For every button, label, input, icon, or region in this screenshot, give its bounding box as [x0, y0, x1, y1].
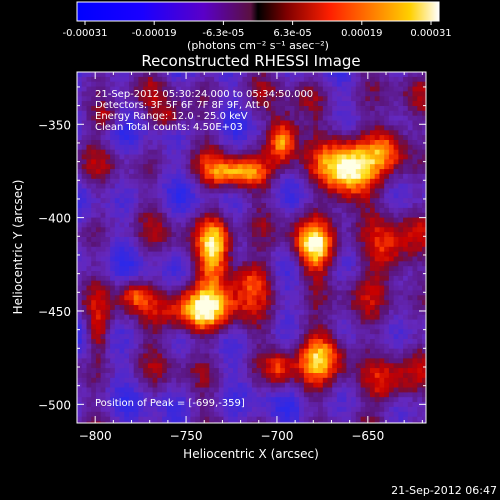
info-line: Clean Total counts: 4.50E+03: [95, 122, 243, 133]
plot-frame: [76, 71, 427, 424]
y-axis-label: Heliocentric Y (arcsec): [11, 180, 25, 315]
y-tick-label: −500: [38, 398, 71, 412]
y-tick-label: −400: [38, 212, 71, 226]
info-line: 21-Sep-2012 05:30:24.000 to 05:34:50.000: [95, 89, 313, 100]
x-tick-label: −650: [351, 429, 384, 443]
y-tick-label: −450: [38, 305, 71, 319]
heatmap: [77, 72, 426, 423]
footer-timestamp: 21-Sep-2012 06:47: [391, 484, 497, 497]
colorbar-unit-label: (photons cm⁻² s⁻¹ asec⁻²): [187, 39, 329, 52]
peak-label: Position of Peak = [-699,-359]: [95, 398, 245, 409]
colorbar: [76, 1, 440, 22]
x-tick-label: −750: [170, 429, 203, 443]
colorbar-tick-label: -6.3e-05: [202, 28, 244, 39]
x-tick-label: −800: [79, 429, 112, 443]
colorbar-tick-label: 6.3e-05: [273, 28, 311, 39]
colorbar-tick-label: 0.00031: [410, 28, 451, 39]
info-line: Energy Range: 12.0 - 25.0 keV: [95, 111, 248, 122]
chart-title: Reconstructed RHESSI Image: [141, 52, 360, 70]
y-tick-label: −350: [38, 118, 71, 132]
info-text: 21-Sep-2012 05:30:24.000 to 05:34:50.000…: [95, 89, 313, 133]
axis-ticks: −800 −750 −700 −650 −350 −400 −450 −500: [38, 72, 426, 443]
x-axis-label: Heliocentric X (arcsec): [183, 447, 319, 461]
colorbar-tick-label: -0.00019: [132, 28, 177, 39]
colorbar-ticks: -0.00031 -0.00019 -6.3e-05 6.3e-05 0.00019 0.…: [63, 21, 452, 39]
colorbar-tick-label: -0.00031: [63, 28, 108, 39]
colorbar-tick-label: 0.00019: [341, 28, 382, 39]
x-tick-label: −700: [260, 429, 293, 443]
info-line: Detectors: 3F 5F 6F 7F 8F 9F, Att 0: [95, 100, 269, 111]
